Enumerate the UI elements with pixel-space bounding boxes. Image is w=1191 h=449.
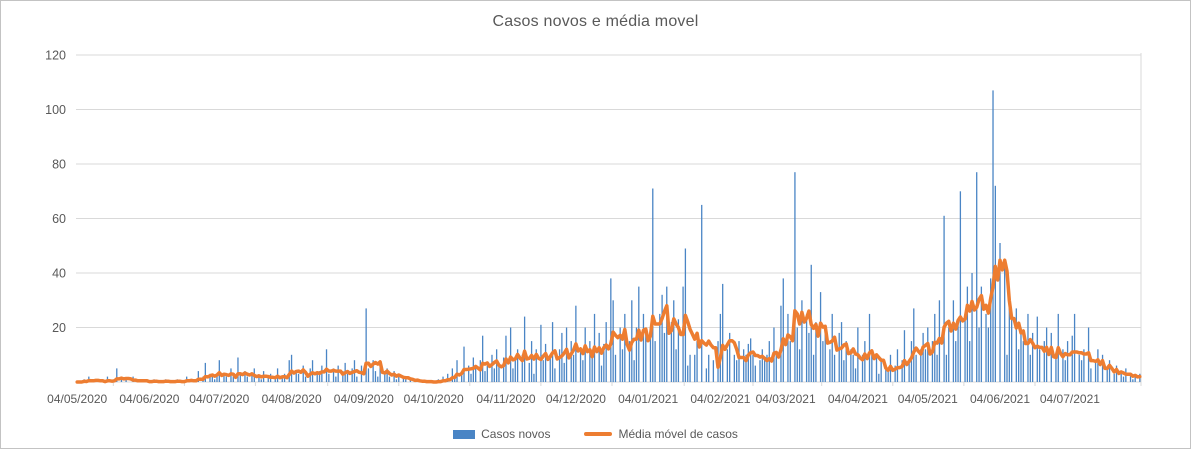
svg-text:04/01/2021: 04/01/2021 <box>618 392 678 406</box>
legend-label-casos-novos: Casos novos <box>481 427 551 441</box>
svg-text:04/12/2020: 04/12/2020 <box>546 392 606 406</box>
svg-text:04/03/2021: 04/03/2021 <box>756 392 816 406</box>
legend-label-media-movel: Média móvel de casos <box>618 427 738 441</box>
svg-text:100: 100 <box>45 103 66 117</box>
svg-text:04/09/2020: 04/09/2020 <box>334 392 394 406</box>
moving-average-line <box>75 258 1142 384</box>
svg-text:04/07/2020: 04/07/2020 <box>189 392 249 406</box>
y-axis-labels: 20 40 60 80 100 120 <box>45 49 66 336</box>
svg-text:04/07/2021: 04/07/2021 <box>1040 392 1100 406</box>
legend-item-media-movel: Média móvel de casos <box>584 427 738 441</box>
svg-text:04/06/2021: 04/06/2021 <box>970 392 1030 406</box>
bar-series-casos-novos <box>83 90 1141 383</box>
svg-text:04/05/2021: 04/05/2021 <box>898 392 958 406</box>
svg-text:04/10/2020: 04/10/2020 <box>404 392 464 406</box>
svg-text:80: 80 <box>52 158 66 172</box>
svg-text:04/04/2021: 04/04/2021 <box>828 392 888 406</box>
x-axis-labels: 04/05/2020 04/06/2020 04/07/2020 04/08/2020… <box>47 392 1100 406</box>
svg-text:04/11/2020: 04/11/2020 <box>476 392 535 406</box>
x-axis-tick-marks <box>112 382 1142 386</box>
chart-legend: Casos novos Média móvel de casos <box>1 427 1190 441</box>
svg-text:04/08/2020: 04/08/2020 <box>262 392 322 406</box>
svg-text:120: 120 <box>45 49 66 63</box>
svg-text:04/06/2020: 04/06/2020 <box>119 392 179 406</box>
svg-text:20: 20 <box>52 321 66 335</box>
bar-series-swatch-icon <box>453 429 476 439</box>
chart-title: Casos novos e média movel <box>492 13 699 30</box>
svg-text:40: 40 <box>52 267 66 281</box>
svg-text:60: 60 <box>52 212 66 226</box>
legend-item-casos-novos: Casos novos <box>453 427 550 441</box>
line-series-swatch-icon <box>584 432 613 436</box>
svg-text:04/05/2020: 04/05/2020 <box>47 392 107 406</box>
svg-text:04/02/2021: 04/02/2021 <box>690 392 750 406</box>
